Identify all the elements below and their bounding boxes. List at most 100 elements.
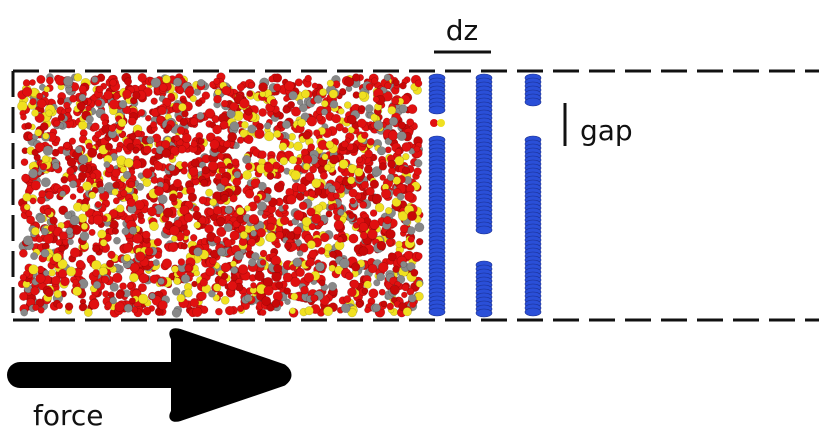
atom bbox=[19, 249, 27, 257]
atom bbox=[162, 149, 171, 158]
atom bbox=[347, 115, 356, 124]
atom bbox=[177, 294, 185, 302]
atom bbox=[147, 138, 153, 144]
atom bbox=[384, 216, 392, 224]
atom bbox=[31, 109, 38, 116]
atom bbox=[78, 172, 86, 180]
atom bbox=[163, 208, 173, 218]
atom bbox=[44, 86, 50, 92]
atom bbox=[166, 125, 173, 132]
atom bbox=[243, 170, 252, 179]
atom bbox=[41, 228, 48, 235]
atom bbox=[259, 108, 267, 116]
atom bbox=[210, 199, 217, 206]
atom bbox=[399, 105, 407, 113]
atom bbox=[386, 229, 396, 239]
atom bbox=[260, 250, 267, 257]
atom bbox=[297, 99, 303, 105]
atom bbox=[327, 80, 334, 87]
atom bbox=[326, 211, 333, 218]
atom bbox=[66, 267, 76, 277]
atom bbox=[309, 223, 316, 230]
atom bbox=[364, 165, 372, 173]
atom bbox=[121, 190, 128, 197]
atom bbox=[74, 73, 82, 81]
atom bbox=[260, 260, 266, 266]
atom bbox=[19, 292, 27, 300]
atom bbox=[185, 265, 192, 272]
atom bbox=[69, 180, 77, 188]
atom bbox=[225, 206, 233, 214]
atom bbox=[194, 247, 203, 256]
atom bbox=[370, 180, 379, 189]
atom bbox=[50, 217, 58, 225]
atom bbox=[344, 102, 351, 109]
atom bbox=[45, 288, 54, 297]
atom bbox=[393, 79, 399, 85]
atom bbox=[230, 261, 236, 267]
atom bbox=[396, 241, 403, 248]
atom bbox=[209, 258, 216, 265]
atom bbox=[110, 283, 119, 292]
atom bbox=[289, 156, 297, 164]
atom bbox=[232, 159, 239, 166]
atom bbox=[185, 87, 194, 96]
atom bbox=[37, 93, 43, 99]
atom bbox=[237, 84, 245, 92]
atom bbox=[355, 168, 364, 177]
atom bbox=[236, 207, 244, 215]
atom bbox=[127, 198, 136, 207]
atom bbox=[224, 223, 232, 231]
atom bbox=[132, 160, 141, 169]
atom bbox=[77, 102, 86, 111]
atom bbox=[262, 296, 271, 305]
atom bbox=[182, 134, 191, 143]
atom bbox=[221, 194, 229, 202]
atom bbox=[162, 259, 172, 269]
atom bbox=[361, 132, 368, 139]
atom bbox=[365, 150, 373, 158]
atom bbox=[311, 295, 318, 302]
atom bbox=[381, 301, 387, 307]
atom bbox=[182, 110, 189, 117]
atom bbox=[137, 212, 144, 219]
atom bbox=[188, 193, 197, 202]
atom bbox=[245, 135, 254, 144]
atom bbox=[402, 142, 411, 151]
atom bbox=[42, 155, 49, 162]
atom bbox=[31, 181, 41, 191]
atom bbox=[136, 252, 146, 262]
atom bbox=[172, 266, 179, 273]
atom bbox=[132, 92, 140, 100]
atom bbox=[272, 300, 280, 308]
atom bbox=[338, 108, 344, 114]
atom bbox=[61, 176, 68, 183]
atom bbox=[414, 159, 422, 167]
atom bbox=[70, 248, 80, 258]
atom bbox=[357, 119, 366, 128]
atom bbox=[362, 288, 368, 294]
atom bbox=[205, 109, 215, 119]
atom bbox=[33, 304, 40, 311]
atom bbox=[173, 78, 182, 87]
atom bbox=[124, 254, 131, 261]
atom bbox=[224, 141, 231, 148]
atom bbox=[408, 236, 414, 242]
atom bbox=[370, 220, 380, 230]
atom bbox=[380, 175, 386, 181]
atom bbox=[348, 213, 354, 219]
atom bbox=[359, 222, 368, 231]
atom bbox=[264, 131, 274, 141]
atom bbox=[356, 302, 362, 308]
atom bbox=[291, 293, 298, 300]
atom bbox=[52, 162, 59, 169]
atom bbox=[271, 256, 281, 266]
gap-atom bbox=[430, 119, 438, 127]
atom bbox=[379, 163, 387, 171]
atom bbox=[181, 274, 190, 283]
atom bbox=[359, 91, 367, 99]
atom bbox=[416, 281, 423, 288]
atom bbox=[26, 210, 32, 216]
atom bbox=[401, 292, 407, 298]
atom bbox=[403, 307, 412, 316]
